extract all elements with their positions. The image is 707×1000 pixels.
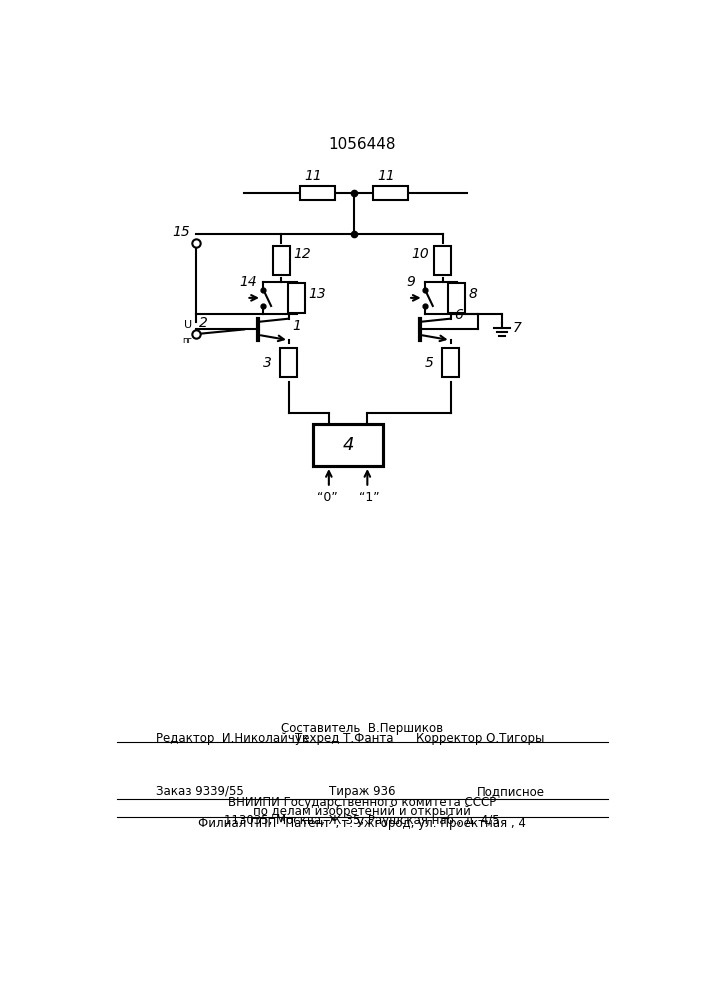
Text: 6: 6 [455,308,463,322]
Text: 9: 9 [407,275,416,289]
Text: 2: 2 [199,316,208,330]
Text: 113035, Москва, Ж-35, Раушская наб., д. 4/5: 113035, Москва, Ж-35, Раушская наб., д. … [224,814,500,827]
Text: 3: 3 [263,356,272,370]
Text: U: U [185,320,192,330]
Bar [448,283,465,312]
Text: Редактор  И.Николайчук: Редактор И.Николайчук [156,732,309,745]
Text: 1056448: 1056448 [328,137,396,152]
Text: 13: 13 [309,287,327,301]
Text: 5: 5 [425,356,433,370]
Text: 11: 11 [305,169,322,183]
Text: 11: 11 [378,169,395,183]
Text: Техред Т.Фанта: Техред Т.Фанта [295,732,394,745]
Text: 1: 1 [293,319,301,333]
Text: 8: 8 [469,287,478,301]
Text: Корректор О.Тигоры: Корректор О.Тигоры [416,732,544,745]
Text: 10: 10 [411,247,429,261]
Bar [273,246,290,275]
Text: 14: 14 [239,275,257,289]
Bar [442,348,459,377]
Text: 15: 15 [173,225,190,239]
Text: Заказ 9339/55: Заказ 9339/55 [156,785,243,798]
Text: ВНИИПИ Государственного комитета СССР: ВНИИПИ Государственного комитета СССР [228,796,496,809]
Text: 4: 4 [342,436,354,454]
Bar [300,186,334,200]
Bar [281,348,297,377]
Text: Составитель  В.Першиков: Составитель В.Першиков [281,722,443,735]
Text: “1”: “1” [358,491,379,504]
Text: “0”: “0” [317,491,338,504]
Bar [313,424,382,466]
Text: по делам изобретений и открытий: по делам изобретений и открытий [253,805,471,818]
Text: 12: 12 [293,247,311,261]
Bar [434,246,451,275]
Text: Подписное: Подписное [477,785,544,798]
Text: Тираж 936: Тираж 936 [329,785,395,798]
Text: Филиал ППП "Патент", г. Ужгород, ул. Проектная , 4: Филиал ППП "Патент", г. Ужгород, ул. Про… [198,817,526,830]
Bar [373,186,408,200]
Bar [288,283,305,312]
Text: 7: 7 [513,321,522,335]
Text: пг: пг [182,336,192,345]
